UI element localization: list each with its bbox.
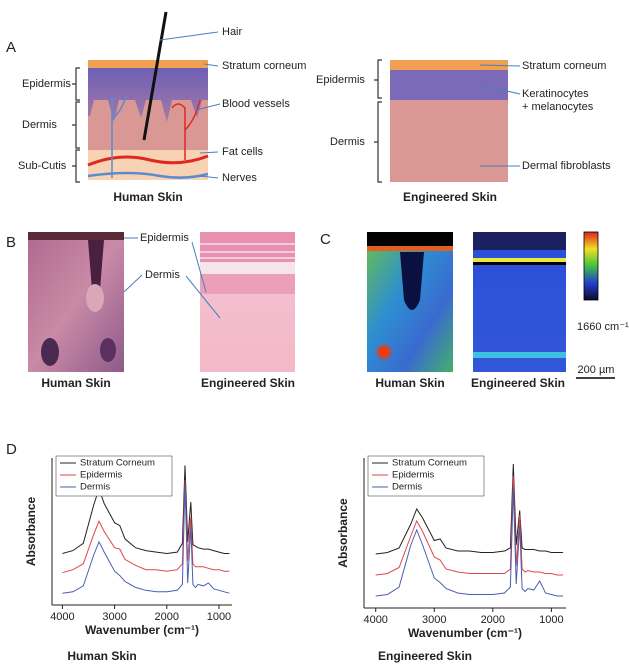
spectrum-line (375, 487, 564, 597)
legend-label: Epidermis (80, 470, 122, 481)
panel-label: B (6, 234, 16, 251)
structure-label: Dermal fibroblasts (522, 160, 611, 172)
x-tick-label: 3000 (422, 614, 446, 626)
x-tick-label: 3000 (102, 611, 126, 623)
layer-label: Sub-Cutis (18, 160, 67, 172)
caption: Engineered Skin (201, 376, 295, 390)
caption: Human Skin (113, 190, 182, 204)
raman-images (367, 231, 615, 379)
layer-label: Dermis (145, 269, 180, 281)
layer-label: Epidermis (22, 78, 71, 90)
y-axis-label: Absorbance (24, 497, 38, 567)
layer-label: Epidermis (140, 232, 189, 244)
structure-label: Nerves (222, 172, 257, 184)
x-tick-label: 1000 (207, 611, 231, 623)
x-tick-label: 4000 (50, 611, 74, 623)
legend-label: Stratum Corneum (80, 458, 155, 469)
caption: Engineered Skin (403, 190, 497, 204)
panel-label: A (6, 39, 16, 56)
structure-label: Fat cells (222, 146, 263, 158)
colorbar-label: 1660 cm⁻¹ (577, 321, 629, 333)
x-axis-label: Wavenumber (cm⁻¹) (85, 623, 199, 637)
caption: Engineered Skin (471, 376, 565, 390)
scale-bar-label: 200 µm (578, 364, 615, 376)
x-axis-label: Wavenumber (cm⁻¹) (408, 626, 522, 640)
legend-label: Epidermis (392, 470, 434, 481)
structure-label: + melanocytes (522, 101, 594, 113)
spectrum-line (62, 482, 230, 594)
caption: Engineered Skin (378, 649, 472, 663)
caption: Human Skin (375, 376, 444, 390)
spectrum-line (62, 480, 230, 574)
layer-label: Epidermis (316, 74, 365, 86)
panel-label: D (6, 441, 17, 458)
x-tick-label: 2000 (481, 614, 505, 626)
x-tick-label: 4000 (363, 614, 387, 626)
caption: Human Skin (67, 649, 136, 663)
spectrum-line (375, 475, 564, 576)
x-tick-label: 1000 (539, 614, 563, 626)
panel-label: C (320, 231, 331, 248)
engineered-skin-diagram (374, 59, 521, 183)
histology-images (28, 232, 295, 372)
caption: Human Skin (41, 376, 110, 390)
structure-label: Keratinocytes (522, 88, 589, 100)
legend-label: Dermis (80, 482, 110, 493)
layer-label: Dermis (330, 136, 365, 148)
structure-label: Blood vessels (222, 98, 290, 110)
structure-label: Hair (222, 26, 243, 38)
y-axis-label: Absorbance (336, 498, 350, 568)
layer-label: Dermis (22, 119, 57, 131)
legend-label: Dermis (392, 482, 422, 493)
legend-label: Stratum Corneum (392, 458, 467, 469)
x-tick-label: 2000 (155, 611, 179, 623)
spectrum-line (375, 463, 564, 555)
structure-label: Stratum corneum (222, 60, 306, 72)
human-skin-diagram (72, 11, 221, 183)
structure-label: Stratum corneum (522, 60, 606, 72)
